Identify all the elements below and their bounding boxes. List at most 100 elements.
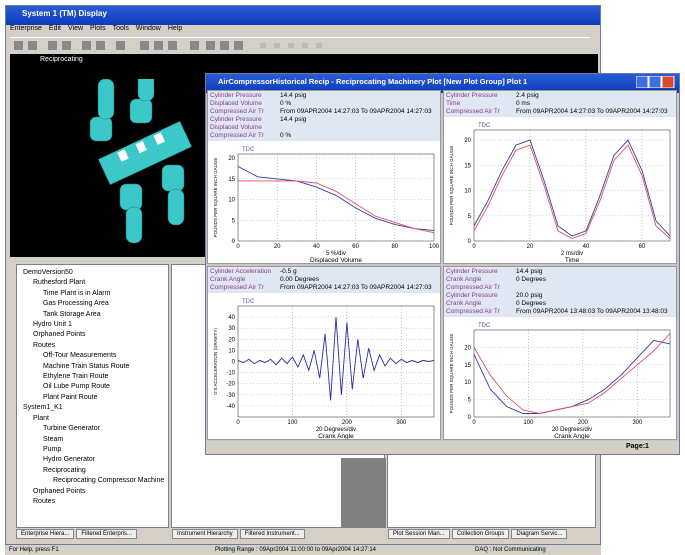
plot: 0 20 40 60 80 100 0 5 10 15 20 POUNDS PER SQUARE IN…: [213, 147, 440, 264]
y-tick-label: -20: [226, 382, 235, 388]
plot-grid: Cylinder Pressure 14.4 psig Displaced Volu…: [207, 90, 678, 440]
status-text: For Help, press F1: [9, 547, 59, 553]
menu-item[interactable]: Window: [135, 25, 161, 32]
tree-item[interactable]: Gas Processing Area: [43, 300, 109, 308]
readout-value: 0 %: [280, 132, 292, 139]
readout-label: Cylinder Acceleration: [210, 268, 272, 275]
tree-item[interactable]: Ethylene Train Route: [43, 373, 109, 381]
tab[interactable]: Plot Session Man...: [388, 529, 450, 539]
x-tick-label: 20: [274, 244, 281, 250]
tree-item[interactable]: Orphaned Points: [33, 331, 86, 339]
y-tick-label: 10: [464, 380, 471, 386]
status-text: DAQ : Not Communicating: [475, 547, 546, 553]
menu-item[interactable]: Enterprise: [10, 25, 42, 32]
x-axis-label: Crank Angle: [554, 433, 590, 440]
page-indicator: Page:1: [626, 443, 649, 450]
tree-item[interactable]: Time Plant is in Alarm: [43, 289, 111, 297]
tab[interactable]: Enterprise Hiera...: [16, 529, 75, 539]
tab[interactable]: Instrument Hierarchy: [172, 529, 238, 539]
x-tick-label: 200: [342, 420, 353, 426]
x-tick-label: 0: [236, 244, 240, 250]
tree-item[interactable]: Hydro Unit 1: [33, 321, 72, 329]
series-line: [237, 317, 435, 401]
menu-item[interactable]: Help: [167, 25, 183, 32]
menu-item[interactable]: Edit: [48, 25, 61, 32]
view-title: Reciprocating: [40, 56, 83, 63]
y-tick-label: -10: [226, 371, 235, 377]
readouts: Cylinder Pressure 14.4 psig Crank Angle 0 D…: [444, 267, 676, 317]
x-tick-label: 300: [396, 420, 407, 426]
tree-item[interactable]: Turbine Generator: [43, 425, 100, 433]
tree-item[interactable]: Off-Tour Measurements: [43, 352, 117, 360]
series-line: [238, 180, 435, 234]
readout-label: Compressed Air Tr: [446, 308, 500, 315]
x-tick-label: 200: [578, 420, 589, 426]
readout-label: Compressed Air Tr: [210, 108, 264, 115]
readout-label: Cylinder Pressure: [210, 116, 262, 123]
tree-item[interactable]: Pump: [43, 445, 62, 453]
annotation: TDC: [242, 299, 255, 305]
readout-row: Displaced Volume: [210, 124, 438, 132]
readout-label: Crank Angle: [210, 276, 246, 283]
x-axis-label: Crank Angle: [318, 433, 354, 440]
readout-value: 14.4 psig: [280, 92, 307, 99]
tree-item[interactable]: System1_K1: [23, 404, 63, 412]
menu-item[interactable]: View: [67, 25, 84, 32]
x-tick-label: 100: [287, 420, 298, 426]
readout-label: Compressed Air Tr: [210, 284, 264, 291]
tree-item[interactable]: Ruthesford Plant: [33, 279, 86, 287]
readout-row: Time 0 ms: [446, 100, 674, 108]
y-tick-label: 5: [468, 398, 472, 404]
readout-row: Crank Angle 0 Degrees: [446, 276, 674, 284]
tab[interactable]: Filtered Enterpris...: [76, 529, 138, 539]
readout-row: Compressed Air Tr From 09APR2004 14:27:03…: [446, 108, 674, 116]
middle-tabs: Instrument Hierarchy Filtered Instrument.…: [172, 529, 307, 539]
y-tick-label: 15: [464, 163, 471, 169]
menu-item[interactable]: Tools: [112, 25, 129, 32]
tree-item[interactable]: Reciprocating: [43, 466, 86, 474]
readout-value: From 09APR2004 14:27:03 To 09APR2004 14:…: [280, 108, 432, 115]
tree-item[interactable]: Tank Storage Area: [43, 310, 101, 318]
readout-value: From 09APR2004 14:27:03 To 09APR2004 14:…: [516, 108, 668, 115]
x-tick-label: 40: [583, 244, 590, 250]
readout-label: Displaced Volume: [210, 100, 263, 107]
tab[interactable]: Diagram Servic...: [511, 529, 568, 539]
tree-item[interactable]: DemoVersion50: [23, 269, 73, 276]
tree-item[interactable]: Oil Lube Pump Route: [43, 383, 110, 391]
tab[interactable]: Filtered Instrument...: [239, 529, 305, 539]
tree-item[interactable]: Routes: [33, 341, 56, 349]
readout-row: Cylinder Pressure 2.4 psig: [446, 92, 674, 100]
x-tick-label: 60: [639, 244, 646, 250]
readout-row: Cylinder Pressure 14.4 psig: [446, 268, 674, 276]
tab[interactable]: Collection Groups: [451, 529, 510, 539]
x-tick-label: 20: [527, 244, 534, 250]
readout-row: Crank Angle 0 Degrees: [446, 300, 674, 308]
main-title: System 1 (TM) Display: [6, 6, 600, 25]
readout-value: From 09APR2004 13:48:03 To 09APR2004 13:…: [516, 308, 668, 315]
y-tick-label: -30: [226, 393, 235, 399]
tree-item[interactable]: Plant: [33, 414, 49, 422]
window-button-icons: [635, 75, 675, 89]
tree-item[interactable]: Orphaned Points: [33, 487, 86, 495]
y-tick-label: 30: [228, 326, 235, 332]
readouts: Cylinder Pressure 14.4 psig Displaced Volu…: [208, 91, 440, 141]
y-tick-label: -40: [226, 404, 235, 410]
x-tick-label: 80: [391, 244, 398, 250]
x-unit: 20 Degrees/div: [552, 427, 592, 433]
menu-item[interactable]: Plots: [90, 25, 106, 32]
y-tick-label: 0: [468, 239, 472, 245]
x-axis-label: Displaced Volume: [310, 257, 362, 264]
plot-window: AirCompressorHistorical Recip - Reciproc…: [205, 73, 680, 455]
y-tick-label: 20: [464, 345, 471, 351]
tree-item[interactable]: Steam: [43, 435, 64, 443]
tree-item[interactable]: Plant Paint Route: [43, 393, 98, 401]
tree-item[interactable]: Routes: [33, 497, 56, 505]
tree-item[interactable]: Machine Train Status Route: [43, 362, 130, 370]
readout-value: 2.4 psig: [516, 92, 539, 99]
plot-area: [237, 153, 435, 242]
readout-row: Compressed Air Tr From 09APR2004 14:27:03…: [210, 284, 438, 292]
readout-row: Compressed Air Tr: [446, 284, 674, 292]
tree-item[interactable]: Hydro Generator: [43, 456, 96, 464]
y-tick-label: 10: [464, 189, 471, 195]
tree-item[interactable]: Reciprocating Compressor Machine: [53, 477, 165, 485]
